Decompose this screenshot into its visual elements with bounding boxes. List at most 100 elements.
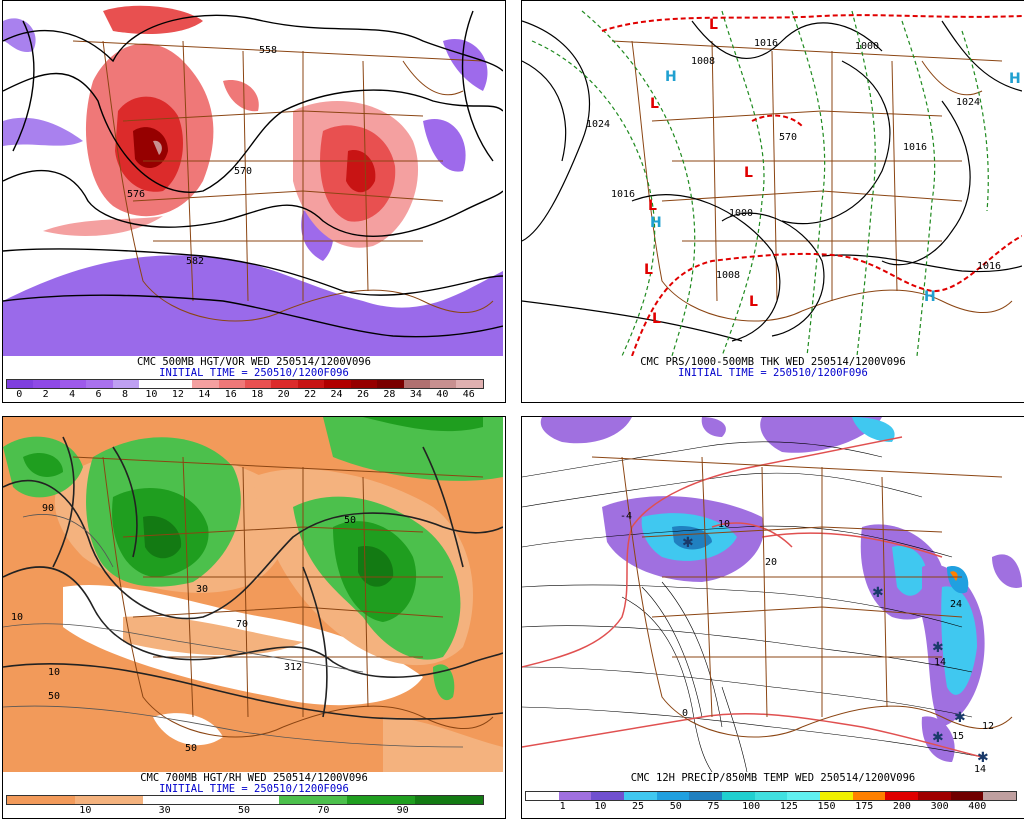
legend-swatch xyxy=(7,796,75,804)
legend-swatch xyxy=(218,380,245,388)
legend-swatch xyxy=(591,792,624,800)
contour-label: 30 xyxy=(196,584,208,595)
legend-swatch xyxy=(526,792,559,800)
isobar-label: 1016 xyxy=(611,189,635,200)
legend-swatch xyxy=(950,792,984,800)
legend-tick-label: 20 xyxy=(277,389,290,400)
legend-swatch xyxy=(279,796,347,804)
legend-swatch xyxy=(917,792,951,800)
legend-tick-label: 125 xyxy=(779,801,798,812)
legend-swatch xyxy=(7,380,34,388)
legend-tick-label: 8 xyxy=(121,389,129,400)
legend-swatch xyxy=(33,380,60,388)
legend-swatch xyxy=(656,792,690,800)
initial-time: INITIAL TIME = 250510/1200F096 xyxy=(159,367,349,379)
isobar-label: 1000 xyxy=(729,208,753,219)
isobar-label: 1024 xyxy=(956,97,980,108)
snow-icon: ✱ xyxy=(872,585,884,601)
low-pressure-icon: L xyxy=(648,198,657,214)
legend-tick-label: 200 xyxy=(892,801,911,812)
contour-label: 0 xyxy=(682,708,688,719)
panel-500mb-vorticity: 558 570 576 582 CMC 500MB HGT/VOR WED 25… xyxy=(2,0,506,403)
legend-swatch xyxy=(689,792,722,800)
contour-label: 10 xyxy=(11,612,23,623)
precip-map: ✱ ✱ ✱ ✱ ✱ ✱ 20 10 0 -4 14 15 12 14 24 xyxy=(522,417,1022,772)
legend-swatch xyxy=(852,792,886,800)
legend-tick-label: 26 xyxy=(356,389,370,400)
legend-tick-label: 28 xyxy=(383,389,396,400)
legend-tick-label: 14 xyxy=(198,389,211,400)
legend-tick-label: 10 xyxy=(145,389,158,400)
contour-label: 312 xyxy=(284,662,302,673)
legend-tick-label: 46 xyxy=(462,389,475,400)
legend-swatch xyxy=(75,796,143,804)
legend-swatch xyxy=(456,380,483,388)
legend-tick-label: 12 xyxy=(171,389,184,400)
high-pressure-icon: H xyxy=(665,69,677,85)
legend-swatch xyxy=(347,796,415,804)
isobar-label: 1008 xyxy=(716,270,740,281)
legend-swatch xyxy=(377,380,404,388)
high-pressure-icon: H xyxy=(1009,71,1021,87)
legend-swatch xyxy=(885,792,918,800)
contour-label: 50 xyxy=(48,691,60,702)
isobar-label: 1016 xyxy=(903,142,927,153)
high-pressure-icon: H xyxy=(924,289,936,305)
rh-map: 10 50 30 90 70 312 50 10 50 xyxy=(3,417,503,772)
legend-swatch xyxy=(983,792,1016,800)
snow-icon: ✱ xyxy=(682,535,694,551)
legend-swatch xyxy=(86,380,113,388)
isobar-label: 1024 xyxy=(586,119,610,130)
contour-label: 15 xyxy=(952,731,964,742)
contour-label: 558 xyxy=(259,45,277,56)
contour-label: 10 xyxy=(718,519,730,530)
panel-700mb-rh: 10 50 30 90 70 312 50 10 50 CMC 700MB HG… xyxy=(2,416,506,819)
contour-label: 90 xyxy=(42,503,54,514)
legend-tick-label: 150 xyxy=(817,801,836,812)
panel-pressure-thickness: 1008 1016 1000 1024 1016 1016 1000 1008 … xyxy=(521,0,1024,403)
snow-icon: ✱ xyxy=(954,710,966,726)
legend-swatch xyxy=(558,792,592,800)
legend-tick-label: 0 xyxy=(16,389,23,400)
snow-icon: ✱ xyxy=(932,640,944,656)
contour-label: 12 xyxy=(982,721,994,732)
legend-tick-label: 75 xyxy=(707,801,720,812)
legend-swatch xyxy=(244,380,272,388)
contour-label: 24 xyxy=(950,599,962,610)
legend-tick-label: 2 xyxy=(42,389,49,400)
legend-swatch xyxy=(415,796,483,804)
legend-swatch xyxy=(721,792,755,800)
legend-tick-label: 50 xyxy=(237,805,251,816)
legend-swatch xyxy=(297,380,325,388)
legend-swatch xyxy=(165,380,193,388)
initial-time: INITIAL TIME = 250510/1200F096 xyxy=(678,367,868,379)
snow-icon: ✱ xyxy=(977,750,989,766)
isobar-label: 1016 xyxy=(977,261,1001,272)
legend-tick-label: 34 xyxy=(409,389,422,400)
legend-tick-label: 400 xyxy=(968,801,987,812)
legend-tick-label: 4 xyxy=(69,389,76,400)
isobar-label: 1008 xyxy=(691,56,715,67)
legend-tick-label: 6 xyxy=(95,389,102,400)
legend-tick-label: 100 xyxy=(742,801,761,812)
low-pressure-icon: L xyxy=(749,294,758,310)
legend-swatch xyxy=(819,792,853,800)
legend-swatch xyxy=(787,792,820,800)
contour-label: 582 xyxy=(186,256,204,267)
legend-swatch xyxy=(59,380,87,388)
map-title: CMC 500MB HGT/VOR WED 250514/1200V096 xyxy=(137,356,371,368)
vorticity-map: 558 570 576 582 xyxy=(3,1,503,356)
map-title: CMC 12H PRECIP/850MB TEMP WED 250514/120… xyxy=(630,772,916,784)
color-scale-legend xyxy=(525,791,1017,801)
low-pressure-icon: L xyxy=(644,262,653,278)
pressure-map: 1008 1016 1000 1024 1016 1016 1000 1008 … xyxy=(522,1,1022,356)
contour-label: 576 xyxy=(127,189,145,200)
legend-tick-label: 40 xyxy=(436,389,449,400)
legend-tick-label: 10 xyxy=(79,805,92,816)
contour-label: 70 xyxy=(236,619,248,630)
legend-swatch xyxy=(430,380,457,388)
legend-swatch xyxy=(623,792,657,800)
legend-swatch xyxy=(403,380,430,388)
legend-tick-label: 25 xyxy=(632,801,645,812)
legend-swatch xyxy=(324,380,351,388)
